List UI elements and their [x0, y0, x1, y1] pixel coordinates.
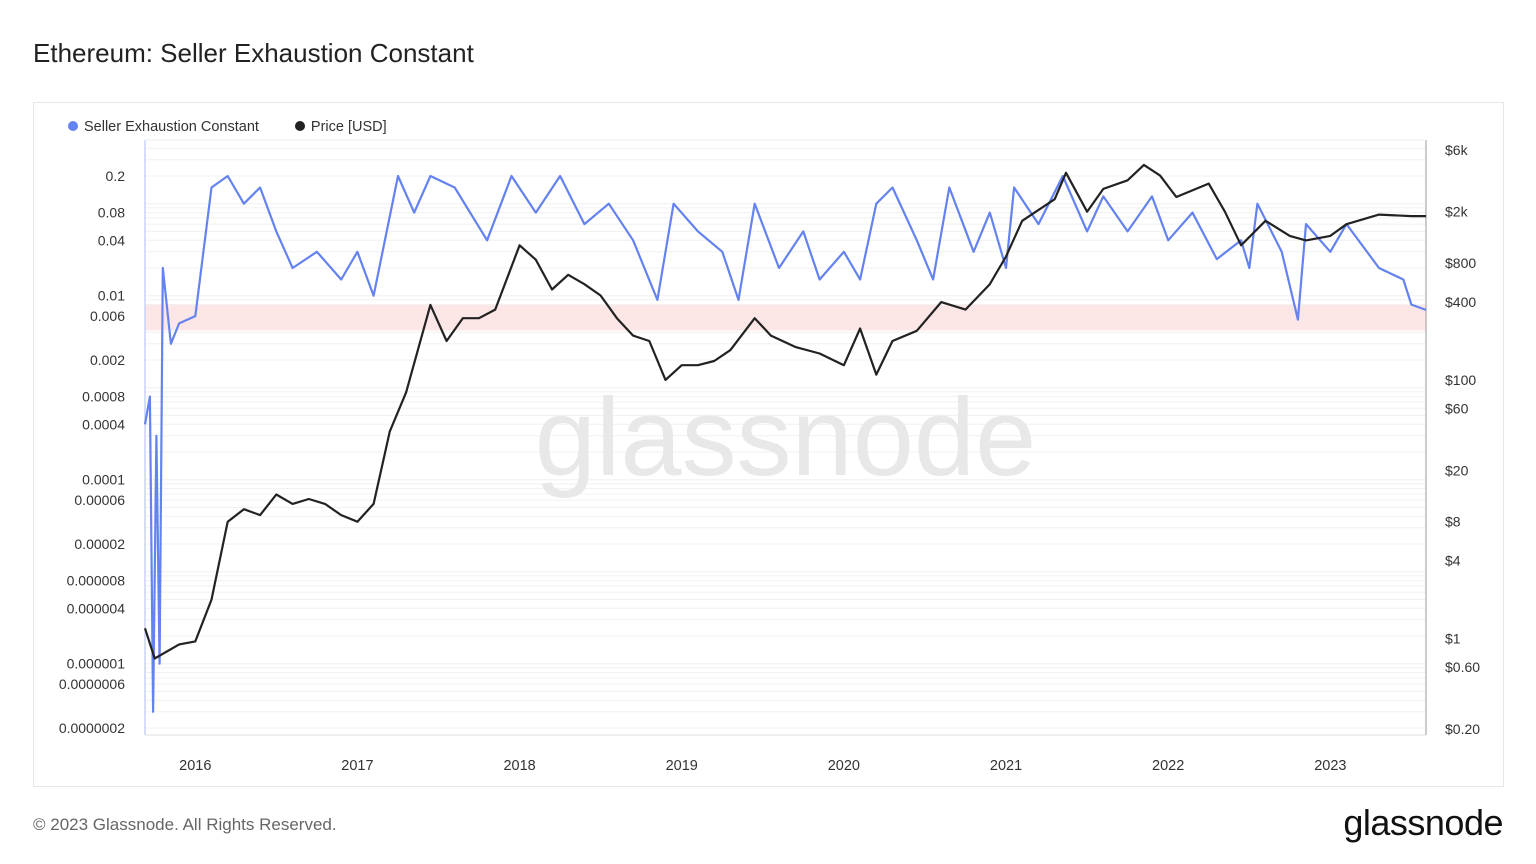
y-left-tick-label: 0.006	[90, 308, 125, 324]
y-left-tick-label: 0.000004	[67, 600, 126, 616]
legend-item-sec[interactable]: Seller Exhaustion Constant	[68, 119, 259, 135]
y-right-tick-label: $400	[1445, 294, 1476, 310]
y-right-tick-label: $2k	[1445, 204, 1469, 220]
x-tick-label: 2019	[666, 758, 698, 774]
legend-dot-icon	[294, 121, 305, 131]
y-right-tick-label: $4	[1445, 553, 1461, 569]
price-series-line	[143, 163, 1426, 660]
y-left-tick-label: 0.08	[98, 205, 125, 221]
legend: Seller Exhaustion Constant Price [USD]	[68, 119, 387, 135]
y-left-tick-label: 0.0001	[82, 472, 125, 488]
chart-title: Ethereum: Seller Exhaustion Constant	[33, 38, 474, 68]
legend-label: Seller Exhaustion Constant	[84, 119, 259, 135]
y-right-tick-label: $6k	[1445, 142, 1469, 158]
y-left-tick-label: 0.04	[98, 232, 125, 248]
y-right-tick-label: $60	[1445, 401, 1469, 417]
y-right-tick-label: $0.20	[1445, 721, 1480, 737]
y-left-tick-label: 0.000008	[67, 573, 126, 589]
y-right-tick-label: $0.60	[1445, 659, 1480, 675]
y-left-tick-label: 0.0000006	[59, 676, 125, 692]
x-tick-label: 2020	[828, 758, 860, 774]
x-tick-label: 2023	[1314, 758, 1346, 774]
legend-label: Price [USD]	[310, 119, 387, 135]
y-right-tick-label: $20	[1445, 462, 1469, 478]
x-tick-label: 2016	[179, 758, 211, 774]
x-tick-label: 2022	[1152, 758, 1184, 774]
threshold-band	[145, 305, 1426, 331]
legend-dot-icon	[68, 121, 78, 131]
y-right-tick-label: $800	[1445, 255, 1476, 271]
y-left-tick-label: 0.000001	[67, 656, 126, 672]
y-left-tick-label: 0.0004	[82, 416, 125, 432]
y-left-tick-label: 0.0000002	[59, 720, 125, 736]
copyright: © 2023 Glassnode. All Rights Reserved.	[33, 815, 337, 834]
y-left-tick-label: 0.00002	[74, 536, 125, 552]
x-tick-label: 2018	[503, 758, 535, 774]
y-left-tick-label: 0.00006	[74, 492, 125, 508]
y-left-tick-label: 0.2	[106, 168, 126, 184]
chart-panel	[33, 102, 1504, 787]
x-tick-label: 2021	[990, 758, 1022, 774]
y-right-tick-label: $1	[1445, 631, 1461, 647]
y-left-tick-label: 0.0008	[82, 389, 125, 405]
glassnode-logo: glassnode	[1343, 802, 1503, 843]
watermark: glassnode	[535, 376, 1037, 499]
y-left-tick-label: 0.01	[98, 288, 125, 304]
y-right-tick-label: $8	[1445, 514, 1461, 530]
sec-series-line	[143, 174, 1427, 713]
legend-item-price[interactable]: Price [USD]	[294, 119, 387, 135]
y-right-tick-label: $100	[1445, 372, 1476, 388]
x-tick-label: 2017	[341, 758, 373, 774]
y-left-tick-label: 0.002	[90, 352, 125, 368]
